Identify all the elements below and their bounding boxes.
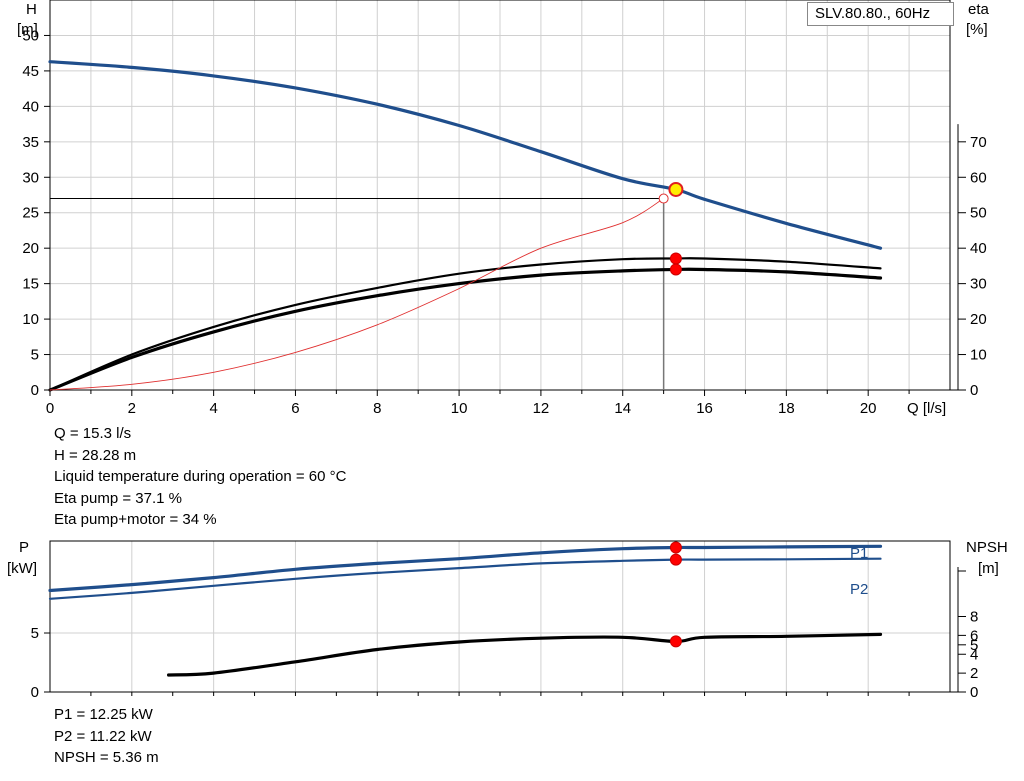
y-left-tick-label: 15: [22, 276, 39, 293]
x-tick-label: 10: [451, 400, 468, 417]
y-right-tick-label: 70: [970, 134, 987, 151]
x-tick-label: 16: [696, 400, 713, 417]
power-chart-series: [48, 541, 883, 677]
y-left-unit: [m]: [17, 21, 38, 38]
y-left-tick-label: 20: [22, 240, 39, 257]
y-right-tick-label: 10: [970, 347, 987, 364]
y-right-label: eta: [968, 1, 990, 18]
y-right-tick-label: 0: [970, 382, 978, 399]
info-p1: P1 = 12.25 kW: [54, 706, 153, 723]
y-left-tick-label: 45: [22, 63, 39, 80]
npsh-y-right-label: NPSH: [966, 539, 1008, 556]
x-tick-label: 8: [373, 400, 381, 417]
y-right-tick-label: 30: [970, 276, 987, 293]
chart-title: SLV.80.80., 60Hz: [807, 2, 954, 26]
info-eta-pump: Eta pump = 37.1 %: [54, 489, 182, 507]
y-right-tick-label: 0: [970, 684, 978, 701]
y-left-tick-label: 35: [22, 134, 39, 151]
y-left-tick-label: 5: [31, 347, 39, 364]
y-right-tick-label: 5: [970, 637, 978, 654]
operating-marker: [669, 635, 682, 648]
y-right-tick-label: 4: [970, 646, 978, 663]
eta-pump-curve: [48, 257, 882, 392]
info-liquid-temperature: Liquid temperature during operation = 60…: [54, 468, 347, 485]
x-tick-label: 14: [614, 400, 631, 417]
operating-marker: [669, 553, 682, 566]
power-info: P1 = 12.25 kW P2 = 11.22 kW NPSH = 5.36 …: [54, 704, 159, 769]
x-axis-label: Q [l/s]: [907, 400, 946, 417]
info-flow: Q = 15.3 l/s: [54, 425, 132, 442]
y-right-tick-label: 6: [970, 627, 978, 644]
y-right-tick-label: 2: [970, 665, 978, 682]
y-right-tick-label: 50: [970, 205, 987, 222]
npsh-y-right-unit: [m]: [978, 560, 999, 577]
y-right-tick-label: 8: [970, 609, 978, 626]
x-tick-label: 18: [778, 400, 795, 417]
x-tick-label: 2: [128, 400, 136, 417]
operating-point-marker: [668, 181, 684, 197]
info-eta-pump-motor: Eta pump+motor = 34 %: [54, 511, 217, 528]
eta-pump-motor-curve: [48, 267, 883, 392]
power-y-left-unit: [kW]: [7, 560, 37, 577]
head-chart-axes: 0 2 4 6 8 10 12 14 16 18 20 0 5 10 15 20 25 30 35 40 45 50 0 10…: [22, 0, 987, 417]
series-label-p1: P1: [850, 545, 868, 562]
plot-frame: [49, 540, 951, 693]
npsh-curve: [167, 632, 883, 677]
y-left-tick-label: 30: [22, 169, 39, 186]
operating-marker: [669, 541, 682, 554]
y-right-tick-label: 60: [970, 169, 987, 186]
y-left-tick-label: 25: [22, 205, 39, 222]
y-right-unit: [%]: [966, 21, 988, 38]
y-right-tick-label: 20: [970, 311, 987, 328]
y-left-label: H: [26, 1, 37, 18]
y-left-tick-label: 40: [22, 98, 39, 115]
series-label-p2: P2: [850, 581, 868, 598]
p2-curve: [48, 557, 882, 600]
head-chart-grid: [50, 0, 950, 390]
eta-operating-marker: [669, 263, 682, 276]
x-tick-label: 20: [860, 400, 877, 417]
p1-curve: [48, 544, 883, 593]
system-curve: [49, 198, 665, 391]
x-tick-label: 0: [46, 400, 54, 417]
y-left-tick-label: 0: [31, 382, 39, 399]
x-tick-label: 12: [533, 400, 550, 417]
eta-operating-marker: [669, 252, 682, 265]
y-left-tick-label: 50: [22, 27, 39, 44]
y-left-tick-label: 10: [22, 311, 39, 328]
axis-titles: H [m] eta [%] Q [l/s] P [kW] NPSH [m] P1…: [7, 1, 1008, 598]
head-chart-series: [48, 60, 883, 392]
operating-point-info: Q = 15.3 l/s H = 28.28 m Liquid temperat…: [54, 423, 346, 531]
info-p2: P2 = 11.22 kW: [54, 727, 152, 745]
y-left-tick-label: 5: [31, 625, 39, 642]
duty-point-marker: [658, 193, 669, 204]
y-left-tick-label: 0: [31, 684, 39, 701]
power-y-left-label: P: [19, 539, 29, 556]
info-head: H = 28.28 m: [54, 446, 137, 464]
power-chart-grid: [50, 541, 950, 692]
info-npsh: NPSH = 5.36 m: [54, 749, 159, 766]
head-curve: [48, 60, 883, 250]
y-right-tick-label: 40: [970, 240, 987, 257]
x-tick-label: 6: [291, 400, 299, 417]
x-tick-label: 4: [209, 400, 217, 417]
